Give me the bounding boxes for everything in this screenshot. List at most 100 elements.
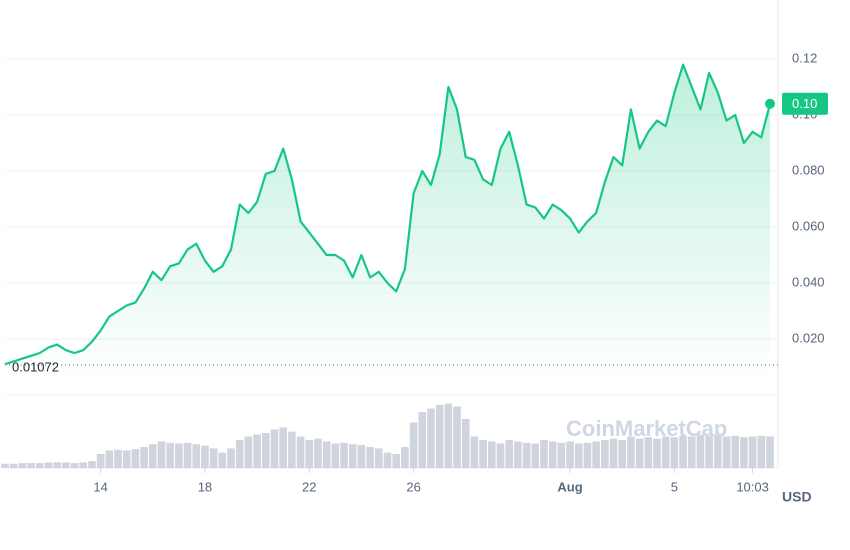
- price-line: [4, 63, 772, 366]
- volume-bar: [105, 450, 114, 468]
- volume-bar: [453, 406, 461, 468]
- volume-bar: [209, 448, 218, 468]
- volume-bar: [44, 462, 53, 468]
- volume-bar: [653, 438, 661, 468]
- y-tick-label: 0.020: [792, 330, 825, 345]
- volume-bar: [409, 422, 418, 468]
- volume-bar: [635, 438, 644, 468]
- volume-bar: [9, 463, 18, 468]
- volume-bar: [435, 405, 444, 468]
- volume-bar: [288, 431, 296, 468]
- volume-bar: [540, 440, 548, 468]
- volume-bar: [166, 442, 174, 468]
- volume-bar: [70, 463, 79, 468]
- volume-bar: [140, 447, 148, 468]
- volume-bar: [53, 462, 61, 468]
- volume-bar: [340, 442, 348, 468]
- x-tick-label: Aug: [557, 479, 582, 494]
- volume-bar: [461, 419, 470, 468]
- volume-bar: [418, 412, 427, 468]
- volume-bar: [766, 436, 774, 468]
- volume-bar: [366, 447, 374, 468]
- volume-bar: [592, 441, 600, 468]
- volume-bar: [722, 436, 731, 468]
- x-tick-label: 14: [93, 479, 107, 494]
- volume-bar: [627, 436, 635, 468]
- volume-bar: [705, 435, 713, 468]
- volume-bar: [157, 441, 166, 468]
- volume-bar: [427, 408, 435, 468]
- volume-bar: [548, 441, 557, 468]
- volume-bar: [696, 434, 705, 468]
- volume-bar: [279, 427, 287, 468]
- volume-bar: [192, 444, 201, 468]
- price-badge-label: 0.10: [792, 96, 817, 111]
- volume-bar: [479, 440, 487, 468]
- volume-bar: [88, 461, 96, 468]
- volume-bar: [183, 442, 192, 468]
- y-tick-label: 0.060: [792, 218, 825, 233]
- volume-bar: [383, 452, 392, 468]
- volume-bar: [375, 448, 383, 468]
- volume-bar: [131, 449, 140, 468]
- volume-bar: [261, 433, 270, 468]
- volume-bar: [348, 444, 357, 468]
- volume-bar: [1, 463, 9, 468]
- volume-bar: [235, 440, 244, 468]
- volume-bar: [748, 436, 757, 468]
- volume-bar: [609, 438, 618, 468]
- x-tick-label: 18: [198, 479, 212, 494]
- volume-bar: [522, 442, 531, 468]
- volume-bar: [714, 435, 722, 468]
- volume-bar: [496, 443, 505, 468]
- currency-label: USD: [782, 489, 812, 505]
- volume-bar: [566, 441, 574, 468]
- volume-bar: [201, 445, 209, 468]
- volume-bar: [253, 434, 261, 468]
- volume-bar: [514, 441, 522, 468]
- volume-bar: [296, 436, 305, 468]
- y-tick-label: 0.12: [792, 50, 817, 65]
- volume-bar: [79, 462, 88, 468]
- y-tick-label: 0.080: [792, 162, 825, 177]
- last-point: [765, 98, 775, 109]
- price-badge: [782, 92, 828, 115]
- volume-bar: [62, 462, 70, 468]
- volume-bar: [731, 435, 740, 468]
- volume-bar: [96, 454, 105, 468]
- volume-bar: [148, 444, 157, 468]
- volume-bar: [392, 454, 400, 468]
- volume-bar: [444, 403, 453, 468]
- volume-bar: [557, 442, 566, 468]
- volume-bar: [687, 436, 696, 468]
- volume-bar: [122, 450, 131, 468]
- volume-bar: [757, 435, 766, 468]
- volume-bar: [670, 437, 679, 468]
- x-tick-label: 22: [302, 479, 316, 494]
- volume-bar: [488, 441, 496, 468]
- volume-bar: [357, 444, 366, 468]
- volume-bar: [470, 436, 479, 468]
- volume-bar: [314, 438, 322, 468]
- volume-bar: [244, 436, 253, 468]
- volume-bar: [618, 440, 627, 468]
- volume-bar: [505, 440, 514, 468]
- x-tick-label: 5: [671, 479, 678, 494]
- x-tick-label: 26: [406, 479, 420, 494]
- volume-bar: [270, 429, 279, 468]
- volume-bar: [644, 437, 653, 468]
- volume-bar: [322, 441, 331, 468]
- volume-bar: [740, 437, 748, 468]
- volume-bar: [27, 463, 35, 468]
- y-tick-label: 0.040: [792, 274, 825, 289]
- volume-bar: [18, 463, 27, 468]
- volume-bar: [305, 440, 314, 468]
- volume-bar: [583, 442, 592, 468]
- volume-bar: [35, 463, 44, 468]
- area: [5, 64, 770, 380]
- volume-bar: [114, 449, 122, 468]
- volume-bar: [574, 443, 583, 468]
- volume-bar: [679, 435, 687, 468]
